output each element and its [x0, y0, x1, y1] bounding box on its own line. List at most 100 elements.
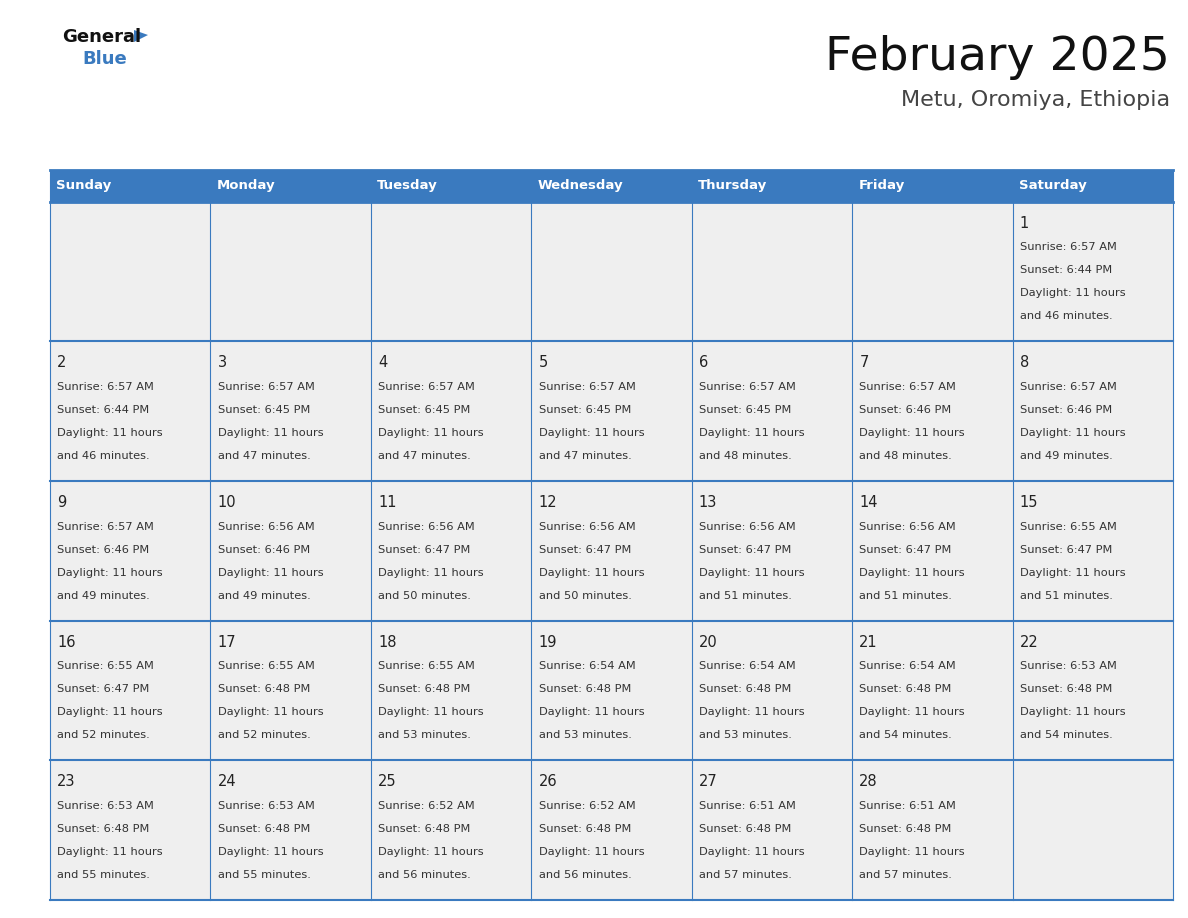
Text: Daylight: 11 hours: Daylight: 11 hours: [859, 567, 965, 577]
Text: Daylight: 11 hours: Daylight: 11 hours: [859, 847, 965, 856]
Text: Daylight: 11 hours: Daylight: 11 hours: [378, 847, 484, 856]
Text: Sunrise: 6:56 AM: Sunrise: 6:56 AM: [217, 521, 315, 532]
Text: Sunrise: 6:56 AM: Sunrise: 6:56 AM: [378, 521, 475, 532]
Text: Sunset: 6:46 PM: Sunset: 6:46 PM: [1019, 405, 1112, 415]
Text: and 52 minutes.: and 52 minutes.: [57, 731, 150, 740]
Bar: [210, 341, 371, 481]
Text: 19: 19: [538, 634, 557, 650]
Text: and 47 minutes.: and 47 minutes.: [538, 451, 631, 461]
Text: 23: 23: [57, 774, 76, 789]
Text: Daylight: 11 hours: Daylight: 11 hours: [1019, 428, 1125, 438]
Bar: [1012, 760, 1173, 900]
Text: Friday: Friday: [859, 179, 905, 193]
Bar: [852, 202, 1012, 341]
Bar: [50, 341, 210, 481]
Text: Sunset: 6:47 PM: Sunset: 6:47 PM: [538, 544, 631, 554]
Text: Sunset: 6:47 PM: Sunset: 6:47 PM: [378, 544, 470, 554]
Text: Sunrise: 6:57 AM: Sunrise: 6:57 AM: [378, 382, 475, 392]
Text: Daylight: 11 hours: Daylight: 11 hours: [217, 567, 323, 577]
Text: Sunset: 6:46 PM: Sunset: 6:46 PM: [217, 544, 310, 554]
Text: Sunrise: 6:57 AM: Sunrise: 6:57 AM: [217, 382, 315, 392]
Bar: [371, 341, 531, 481]
Text: 24: 24: [217, 774, 236, 789]
Text: Daylight: 11 hours: Daylight: 11 hours: [378, 567, 484, 577]
Text: 26: 26: [538, 774, 557, 789]
Bar: [371, 621, 531, 760]
Text: 12: 12: [538, 495, 557, 510]
Text: Sunrise: 6:55 AM: Sunrise: 6:55 AM: [217, 661, 315, 671]
Text: and 49 minutes.: and 49 minutes.: [217, 590, 310, 600]
Text: and 47 minutes.: and 47 minutes.: [217, 451, 310, 461]
Text: Daylight: 11 hours: Daylight: 11 hours: [217, 847, 323, 856]
Text: 18: 18: [378, 634, 397, 650]
Text: and 53 minutes.: and 53 minutes.: [538, 731, 631, 740]
Bar: [1012, 202, 1173, 341]
Bar: [691, 481, 852, 621]
Text: 28: 28: [859, 774, 878, 789]
Text: Daylight: 11 hours: Daylight: 11 hours: [859, 707, 965, 717]
Text: 10: 10: [217, 495, 236, 510]
Text: Sunset: 6:47 PM: Sunset: 6:47 PM: [859, 544, 952, 554]
Text: 7: 7: [859, 355, 868, 371]
Text: Daylight: 11 hours: Daylight: 11 hours: [538, 847, 644, 856]
Text: 21: 21: [859, 634, 878, 650]
Text: 9: 9: [57, 495, 67, 510]
Text: General: General: [62, 28, 141, 46]
Bar: [1012, 481, 1173, 621]
Text: Blue: Blue: [82, 50, 127, 68]
Text: Daylight: 11 hours: Daylight: 11 hours: [378, 428, 484, 438]
Text: Daylight: 11 hours: Daylight: 11 hours: [378, 707, 484, 717]
Text: 20: 20: [699, 634, 718, 650]
Bar: [691, 170, 852, 202]
Text: 22: 22: [1019, 634, 1038, 650]
Text: Sunrise: 6:57 AM: Sunrise: 6:57 AM: [538, 382, 636, 392]
Bar: [531, 760, 691, 900]
Text: Sunrise: 6:57 AM: Sunrise: 6:57 AM: [859, 382, 956, 392]
Text: Saturday: Saturday: [1019, 179, 1087, 193]
Text: Daylight: 11 hours: Daylight: 11 hours: [699, 847, 804, 856]
Text: Sunset: 6:48 PM: Sunset: 6:48 PM: [859, 823, 952, 834]
Text: Sunset: 6:48 PM: Sunset: 6:48 PM: [699, 684, 791, 694]
Bar: [531, 202, 691, 341]
Text: Sunset: 6:46 PM: Sunset: 6:46 PM: [57, 544, 150, 554]
Text: Sunrise: 6:53 AM: Sunrise: 6:53 AM: [217, 800, 315, 811]
Text: and 56 minutes.: and 56 minutes.: [538, 870, 631, 880]
Text: Daylight: 11 hours: Daylight: 11 hours: [699, 428, 804, 438]
Text: Sunrise: 6:56 AM: Sunrise: 6:56 AM: [859, 521, 956, 532]
Text: Sunrise: 6:56 AM: Sunrise: 6:56 AM: [538, 521, 636, 532]
Bar: [852, 170, 1012, 202]
Bar: [210, 170, 371, 202]
Text: Sunrise: 6:53 AM: Sunrise: 6:53 AM: [1019, 661, 1117, 671]
Text: 14: 14: [859, 495, 878, 510]
Bar: [531, 621, 691, 760]
Text: Sunset: 6:48 PM: Sunset: 6:48 PM: [217, 684, 310, 694]
Text: and 53 minutes.: and 53 minutes.: [699, 731, 792, 740]
Text: Wednesday: Wednesday: [538, 179, 624, 193]
Text: Daylight: 11 hours: Daylight: 11 hours: [57, 428, 163, 438]
Text: Daylight: 11 hours: Daylight: 11 hours: [859, 428, 965, 438]
Text: and 48 minutes.: and 48 minutes.: [699, 451, 791, 461]
Text: Daylight: 11 hours: Daylight: 11 hours: [1019, 707, 1125, 717]
Text: Daylight: 11 hours: Daylight: 11 hours: [57, 567, 163, 577]
Text: Thursday: Thursday: [699, 179, 767, 193]
Text: Sunset: 6:48 PM: Sunset: 6:48 PM: [217, 823, 310, 834]
Text: and 47 minutes.: and 47 minutes.: [378, 451, 470, 461]
Text: 13: 13: [699, 495, 718, 510]
Text: Metu, Oromiya, Ethiopia: Metu, Oromiya, Ethiopia: [901, 90, 1170, 110]
Text: Sunset: 6:48 PM: Sunset: 6:48 PM: [538, 823, 631, 834]
Text: Sunrise: 6:55 AM: Sunrise: 6:55 AM: [57, 661, 154, 671]
Text: Daylight: 11 hours: Daylight: 11 hours: [57, 707, 163, 717]
Text: and 50 minutes.: and 50 minutes.: [378, 590, 470, 600]
Text: and 53 minutes.: and 53 minutes.: [378, 731, 470, 740]
Bar: [852, 621, 1012, 760]
Text: Daylight: 11 hours: Daylight: 11 hours: [217, 428, 323, 438]
Text: Daylight: 11 hours: Daylight: 11 hours: [538, 707, 644, 717]
Text: Sunrise: 6:51 AM: Sunrise: 6:51 AM: [699, 800, 796, 811]
Text: 16: 16: [57, 634, 76, 650]
Text: Sunset: 6:48 PM: Sunset: 6:48 PM: [699, 823, 791, 834]
Bar: [691, 202, 852, 341]
Text: Sunrise: 6:51 AM: Sunrise: 6:51 AM: [859, 800, 956, 811]
Text: Sunset: 6:45 PM: Sunset: 6:45 PM: [699, 405, 791, 415]
Text: Daylight: 11 hours: Daylight: 11 hours: [57, 847, 163, 856]
Text: Daylight: 11 hours: Daylight: 11 hours: [538, 567, 644, 577]
